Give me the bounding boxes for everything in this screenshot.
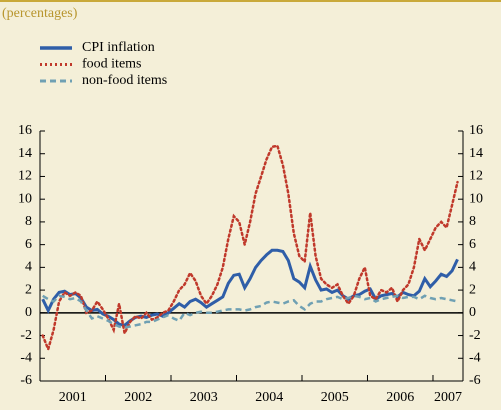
series-line — [42, 294, 458, 329]
y2-tick-label: 6 — [469, 237, 476, 252]
y2-tick-label: 0 — [469, 305, 476, 320]
y2-tick-label: 14 — [469, 146, 483, 161]
y-tick-label: 10 — [18, 191, 32, 206]
legend-label: food items — [82, 57, 142, 72]
series-line — [41, 248, 459, 327]
y-tick-label: 14 — [18, 146, 32, 161]
y2-tick-label: 10 — [469, 191, 483, 206]
x-tick-label: 2002 — [124, 390, 152, 405]
series-line — [41, 144, 459, 354]
legend-label: non-food items — [82, 73, 167, 88]
x-tick-label: 2003 — [190, 390, 218, 405]
y-tick-label: -4 — [20, 350, 32, 365]
y-tick-label: -2 — [20, 328, 32, 343]
y-tick-label: 12 — [18, 169, 32, 184]
y-tick-label: 6 — [25, 237, 32, 252]
y-tick-label: 16 — [18, 123, 32, 138]
y2-tick-label: 8 — [469, 214, 476, 229]
y2-tick-label: 12 — [469, 169, 483, 184]
legend-label: CPI inflation — [82, 40, 155, 55]
y2-tick-label: -6 — [469, 373, 481, 388]
y2-tick-label: 2 — [469, 282, 476, 297]
y-tick-label: 0 — [25, 305, 32, 320]
y2-tick-label: -4 — [469, 350, 481, 365]
x-tick-label: 2001 — [59, 390, 87, 405]
y2-tick-label: -2 — [469, 328, 481, 343]
y2-tick-label: 4 — [469, 260, 476, 275]
x-tick-label: 2005 — [321, 390, 349, 405]
x-tick-label: 2004 — [255, 390, 283, 405]
y-tick-label: -6 — [20, 373, 32, 388]
y-tick-label: 4 — [25, 260, 32, 275]
y2-tick-label: 16 — [469, 123, 483, 138]
y-tick-label: 2 — [25, 282, 32, 297]
x-tick-label: 2007 — [434, 390, 462, 405]
subtitle: (percentages) — [2, 6, 78, 21]
y-tick-label: 8 — [25, 214, 32, 229]
x-tick-label: 2006 — [386, 390, 414, 405]
